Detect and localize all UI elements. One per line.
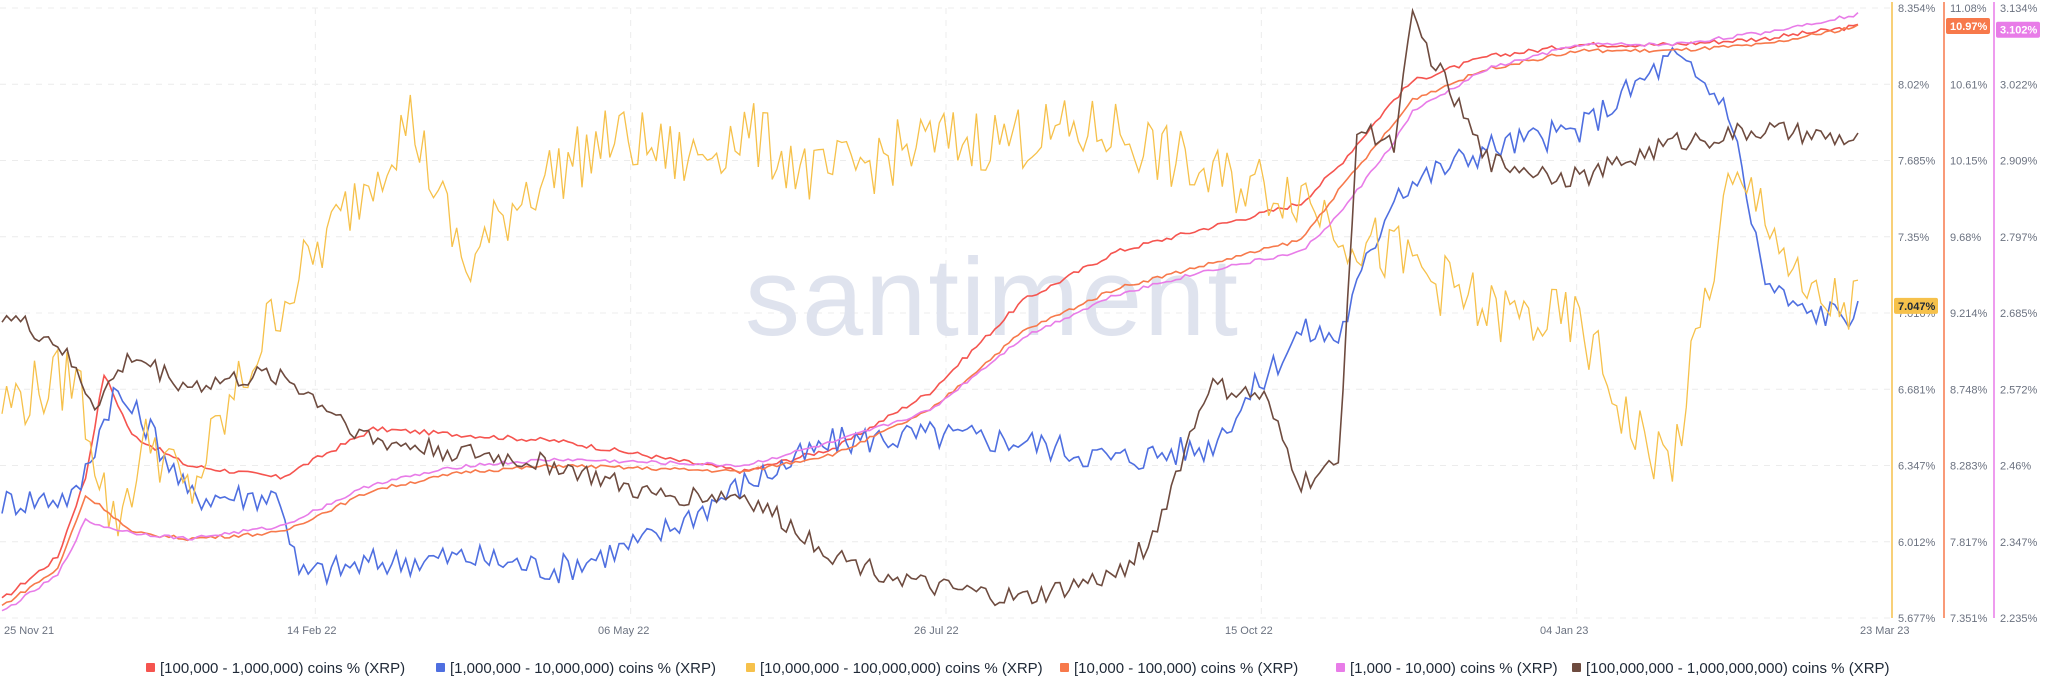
legend-swatch (746, 663, 755, 672)
y-tick-label: 9.68% (1950, 232, 1981, 244)
legend-swatch (1572, 663, 1581, 672)
current-value-label: 7.047% (1898, 301, 1936, 313)
legend-swatch (146, 663, 155, 672)
legend-item[interactable]: [10,000,000 - 100,000,000) coins % (XRP) (760, 660, 1043, 677)
series-layer (1, 7, 1859, 612)
y-tick-label: 7.817% (1950, 537, 1988, 549)
y-tick-label: 3.134% (2000, 3, 2038, 15)
x-tick-label: 23 Mar 23 (1860, 625, 1910, 637)
axes-layer: 8.354%8.02%7.685%7.35%7.016%6.681%6.347%… (1891, 2, 2040, 625)
y-tick-label: 9.214% (1950, 308, 1988, 320)
y-tick-label: 5.677% (1898, 613, 1936, 625)
y-tick-label: 10.61% (1950, 79, 1988, 91)
y-tick-label: 8.02% (1898, 79, 1929, 91)
x-tick-label: 14 Feb 22 (287, 625, 337, 637)
legend-item[interactable]: [1,000,000 - 10,000,000) coins % (XRP) (450, 660, 716, 677)
y-tick-label: 6.347% (1898, 461, 1936, 473)
y-tick-label: 11.08% (1950, 3, 1987, 15)
legend-swatch (1336, 663, 1345, 672)
y-tick-label: 3.022% (2000, 79, 2038, 91)
x-axis: 25 Nov 21 14 Feb 22 06 May 22 26 Jul 22 15 O… (4, 625, 1910, 637)
legend-item[interactable]: [100,000,000 - 1,000,000,000) coins % (X… (1586, 660, 1890, 677)
y-tick-label: 2.909% (2000, 156, 2038, 168)
legend-swatch (1060, 663, 1069, 672)
current-value-label: 10.97% (1950, 21, 1988, 33)
legend-swatch (436, 663, 445, 672)
y-tick-label: 2.347% (2000, 537, 2038, 549)
y-tick-label: 8.283% (1950, 461, 1988, 473)
series-line-4 (1, 12, 1859, 612)
x-tick-label: 15 Oct 22 (1225, 625, 1273, 637)
y-tick-label: 6.012% (1898, 537, 1936, 549)
y-tick-label: 10.15% (1950, 156, 1988, 168)
x-tick-label: 26 Jul 22 (914, 625, 959, 637)
current-value-label: 3.102% (2000, 25, 2038, 37)
series-line-5 (1, 7, 1859, 607)
y-tick-label: 8.354% (1898, 3, 1936, 15)
current-value-badge (1946, 17, 1990, 34)
y-tick-label: 7.351% (1950, 613, 1988, 625)
y-tick-label: 2.235% (2000, 613, 2038, 625)
series-line-2 (1, 94, 1859, 537)
series-line-0 (1, 23, 1859, 599)
watermark: santiment (745, 236, 1240, 359)
y-tick-label: 8.748% (1950, 384, 1988, 396)
series-line-1 (1, 46, 1859, 587)
y-tick-label: 7.35% (1898, 232, 1929, 244)
y-tick-label: 2.685% (2000, 308, 2038, 320)
y-tick-label: 2.572% (2000, 384, 2038, 396)
grid (0, 7, 1892, 619)
x-tick-label: 04 Jan 23 (1540, 625, 1588, 637)
y-tick-label: 2.797% (2000, 232, 2038, 244)
legend-item[interactable]: [1,000 - 10,000) coins % (XRP) (1350, 660, 1558, 677)
legend[interactable]: [100,000 - 1,000,000) coins % (XRP) [1,00… (146, 660, 1890, 677)
y-tick-label: 2.46% (2000, 461, 2031, 473)
legend-item[interactable]: [10,000 - 100,000) coins % (XRP) (1074, 660, 1298, 677)
x-tick-label: 06 May 22 (598, 625, 649, 637)
current-value-badge (1996, 21, 2040, 38)
current-value-badge (1894, 297, 1938, 314)
y-tick-label: 7.685% (1898, 156, 1936, 168)
y-tick-label: 6.681% (1898, 384, 1936, 396)
x-tick-label: 25 Nov 21 (4, 625, 54, 637)
legend-item[interactable]: [100,000 - 1,000,000) coins % (XRP) (160, 660, 405, 677)
